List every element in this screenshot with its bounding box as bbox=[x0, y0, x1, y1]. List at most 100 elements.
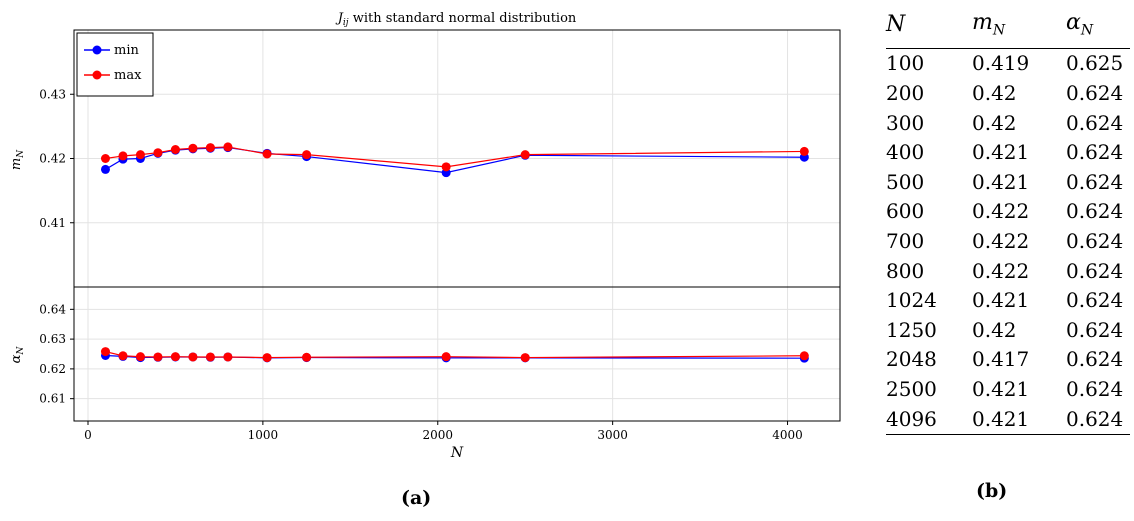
bottom-max-point bbox=[799, 351, 809, 361]
cell-m: 0.422 bbox=[972, 228, 1030, 253]
cell-n: 800 bbox=[886, 258, 925, 283]
cell-alpha: 0.624 bbox=[1066, 110, 1124, 135]
bottom-max-point bbox=[188, 352, 198, 362]
top-min-point bbox=[100, 164, 110, 174]
cell-m: 0.417 bbox=[972, 347, 1030, 372]
legend-max-label: max bbox=[114, 68, 142, 83]
cell-n: 300 bbox=[886, 110, 925, 135]
x-axis-label: N bbox=[450, 445, 464, 461]
table-row: 4096 0.421 0.624 bbox=[886, 404, 1130, 436]
grid-layer bbox=[74, 30, 840, 421]
top-y-axis-label: mN bbox=[9, 149, 26, 170]
table-row: 2048 0.417 0.624 bbox=[886, 345, 1130, 375]
bottom-max-point bbox=[441, 352, 451, 362]
cell-alpha: 0.624 bbox=[1066, 347, 1124, 372]
cell-alpha: 0.624 bbox=[1066, 258, 1124, 283]
cell-alpha: 0.624 bbox=[1066, 317, 1124, 342]
top-max-point bbox=[188, 143, 198, 153]
bottom-y-tick-label: 0.61 bbox=[39, 392, 66, 406]
x-tick-label: 3000 bbox=[597, 428, 628, 442]
cell-n: 600 bbox=[886, 199, 925, 224]
top-max-point bbox=[100, 154, 110, 163]
chart-title: Jij with standard normal distribution bbox=[335, 11, 577, 28]
bottom-max-point bbox=[223, 352, 233, 362]
cell-alpha: 0.625 bbox=[1066, 51, 1124, 76]
top-max-point bbox=[135, 150, 145, 160]
table-row: 1250 0.42 0.624 bbox=[886, 316, 1130, 346]
bottom-max-point bbox=[262, 353, 272, 363]
table-row: 2500 0.421 0.624 bbox=[886, 375, 1130, 405]
cell-m: 0.42 bbox=[972, 317, 1017, 342]
cell-n: 1250 bbox=[886, 317, 937, 342]
figure-a-chart: 0.41 0.42 0.43 0.61 0.62 0.63 0.64 0 1000 2000 300… bbox=[9, 11, 841, 461]
bottom-y-tick-label: 0.63 bbox=[39, 332, 66, 346]
caption-a: (a) bbox=[401, 487, 432, 509]
bottom-max-point bbox=[205, 352, 215, 362]
bottom-max-point bbox=[520, 353, 530, 363]
results-table: N mN αN 100 0.419 0.625 200 0.42 0.624 300 0.42… bbox=[886, 6, 1130, 436]
top-max-point bbox=[153, 148, 163, 158]
cell-m: 0.419 bbox=[972, 51, 1030, 76]
legend-min-label: min bbox=[114, 43, 139, 58]
cell-n: 2048 bbox=[886, 347, 937, 372]
top-y-tick-label: 0.41 bbox=[39, 216, 66, 230]
legend-box bbox=[76, 32, 154, 97]
cell-alpha: 0.624 bbox=[1066, 80, 1124, 105]
bottom-max-point bbox=[170, 352, 180, 362]
cell-m: 0.421 bbox=[972, 404, 1066, 436]
cell-n: 700 bbox=[886, 228, 925, 253]
cell-n: 200 bbox=[886, 80, 925, 105]
cell-alpha: 0.624 bbox=[1066, 140, 1124, 165]
header-m: mN bbox=[972, 6, 1066, 50]
top-max-point bbox=[520, 150, 530, 160]
top-max-point bbox=[170, 145, 180, 155]
legend: min max bbox=[76, 32, 154, 97]
cell-m: 0.421 bbox=[972, 169, 1030, 194]
caption-b: (b) bbox=[976, 480, 1008, 502]
table-row: 300 0.42 0.624 bbox=[886, 109, 1130, 139]
header-alpha: αN bbox=[1066, 6, 1130, 50]
top-max-point bbox=[302, 150, 312, 160]
top-max-point bbox=[205, 143, 215, 153]
table-row: 700 0.422 0.624 bbox=[886, 227, 1130, 257]
cell-m: 0.422 bbox=[972, 199, 1030, 224]
cell-n: 4096 bbox=[886, 404, 972, 436]
cell-m: 0.422 bbox=[972, 258, 1030, 283]
table-row: 100 0.419 0.625 bbox=[886, 49, 1130, 79]
bottom-max-point bbox=[302, 352, 312, 362]
cell-m: 0.421 bbox=[972, 140, 1030, 165]
cell-n: 400 bbox=[886, 140, 925, 165]
header-n: N bbox=[886, 6, 972, 50]
top-max-point bbox=[799, 146, 809, 156]
x-tick-label: 2000 bbox=[422, 428, 453, 442]
cell-alpha: 0.624 bbox=[1066, 288, 1124, 313]
table-row: 1024 0.421 0.624 bbox=[886, 286, 1130, 316]
cell-alpha: 0.624 bbox=[1066, 169, 1124, 194]
cell-n: 1024 bbox=[886, 288, 937, 313]
cell-m: 0.42 bbox=[972, 110, 1017, 135]
cell-n: 2500 bbox=[886, 376, 937, 401]
bottom-max-point bbox=[118, 351, 128, 361]
bottom-max-point bbox=[153, 352, 163, 362]
table-row: 500 0.421 0.624 bbox=[886, 168, 1130, 198]
top-max-point bbox=[262, 149, 272, 159]
tick-layer: 0.41 0.42 0.43 0.61 0.62 0.63 0.64 0 1000 2000 300… bbox=[39, 87, 803, 442]
legend-min-marker bbox=[92, 45, 102, 55]
x-tick-label: 0 bbox=[84, 428, 92, 442]
series-layer bbox=[100, 142, 809, 363]
cell-alpha: 0.624 bbox=[1066, 376, 1124, 401]
table-row: 200 0.42 0.624 bbox=[886, 79, 1130, 109]
table-body: 100 0.419 0.625 200 0.42 0.624 300 0.42 0.624 400… bbox=[886, 49, 1130, 436]
cell-m: 0.421 bbox=[972, 376, 1030, 401]
cell-n: 500 bbox=[886, 169, 925, 194]
cell-m: 0.42 bbox=[972, 80, 1017, 105]
top-y-tick-label: 0.42 bbox=[39, 152, 66, 166]
x-tick-label: 1000 bbox=[248, 428, 279, 442]
x-tick-label: 4000 bbox=[772, 428, 803, 442]
top-y-tick-label: 0.43 bbox=[39, 87, 66, 101]
top-max-point bbox=[441, 162, 451, 172]
cell-alpha: 0.624 bbox=[1066, 404, 1130, 436]
bottom-y-axis-label: αN bbox=[9, 346, 26, 364]
bottom-y-tick-label: 0.64 bbox=[39, 302, 66, 316]
bottom-y-tick-label: 0.62 bbox=[39, 362, 66, 376]
